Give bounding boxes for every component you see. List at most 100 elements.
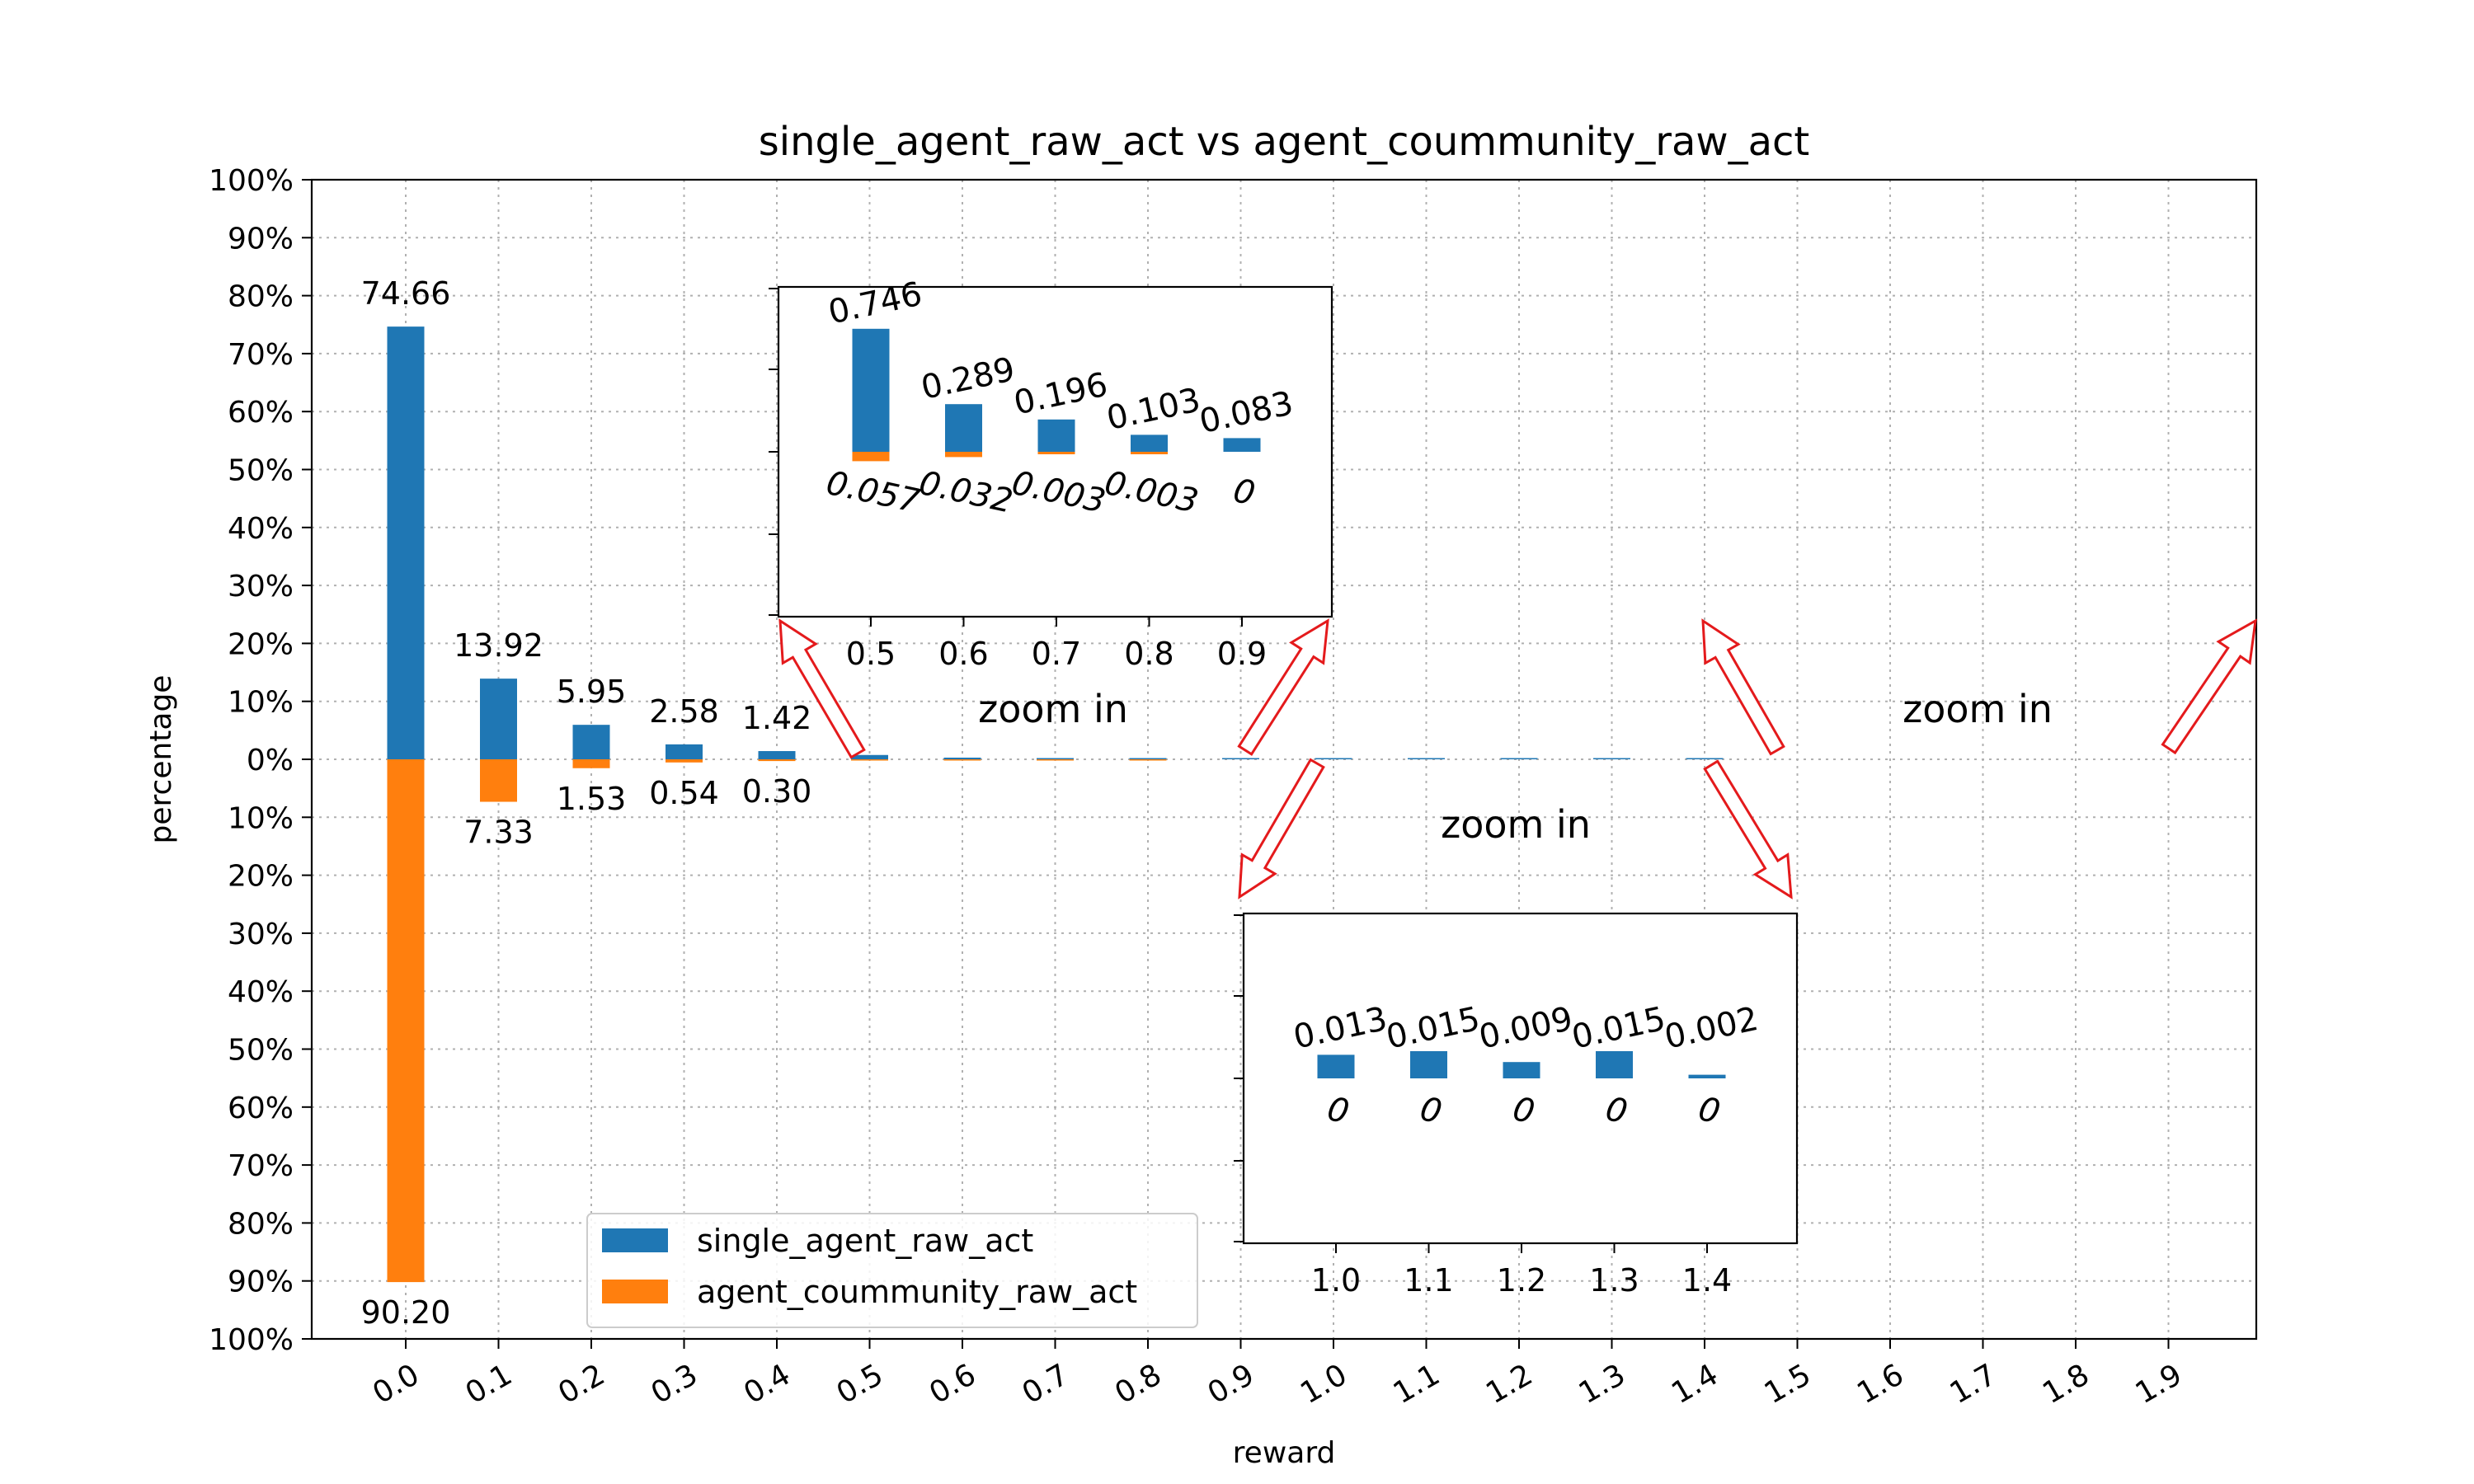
inset-bar-community-0.8 — [1131, 452, 1168, 454]
legend: single_agent_raw_act agent_coummunity_ra… — [586, 1213, 1198, 1328]
inset-bar-single-0.9 — [1223, 438, 1261, 452]
y-tick-label: 40% — [228, 975, 294, 1009]
bar-single-0.0 — [387, 326, 425, 759]
inset-bar-single-1.4 — [1688, 1074, 1726, 1078]
bar-label-community: 0.54 — [649, 775, 719, 811]
chart-title: single_agent_raw_act vs agent_coummunity… — [759, 119, 1810, 165]
bar-community-0.4 — [758, 759, 796, 762]
bar-single-1.3 — [1593, 758, 1630, 759]
insets: 0.50.7460.0570.60.2890.0320.70.1960.0030… — [769, 275, 1799, 1298]
inset-bar-community-0.7 — [1037, 452, 1075, 454]
bar-community-0.5 — [851, 759, 888, 761]
bar-single-0.8 — [1129, 758, 1167, 759]
bar-label-single: 74.66 — [361, 275, 451, 312]
inset-bar-single-0.8 — [1131, 434, 1168, 452]
zoom-arrow — [1701, 618, 1785, 756]
legend-label-single: single_agent_raw_act — [697, 1223, 1033, 1259]
y-axis: 100% 90% 80% 70% 60% 50% 40% 30% 20% 10% 0% 10% 20% 3… — [209, 164, 312, 1357]
bar-label-community: 1.53 — [557, 781, 627, 817]
bar-single-0.5 — [851, 754, 888, 759]
y-tick-label: 60% — [228, 396, 294, 430]
x-tick-label: 1.2 — [1480, 1358, 1538, 1411]
y-tick-label: 90% — [228, 1266, 294, 1299]
inset-x-tick-label: 0.8 — [1124, 636, 1174, 672]
inset-x-tick-label: 1.2 — [1497, 1262, 1546, 1298]
x-tick-label: 1.6 — [1851, 1358, 1909, 1411]
x-tick-label: 1.0 — [1295, 1358, 1352, 1411]
bar-single-0.6 — [943, 757, 981, 759]
zoom-annotation-3: zoom in — [1903, 687, 2053, 731]
y-tick-label: 0% — [247, 744, 294, 777]
x-tick-label: 0.7 — [1017, 1358, 1075, 1411]
x-tick-label: 1.3 — [1573, 1358, 1631, 1411]
inset-x-tick-label: 0.9 — [1217, 636, 1267, 672]
x-tick-label: 1.4 — [1666, 1358, 1724, 1411]
y-tick-label: 50% — [228, 1034, 294, 1068]
bar-label-single: 5.95 — [557, 674, 627, 710]
inset-1: 0.50.7460.0570.60.2890.0320.70.1960.0030… — [769, 275, 1333, 672]
zoom-arrow — [1238, 758, 1325, 899]
y-tick-label: 20% — [228, 627, 294, 661]
x-tick-label: 0.9 — [1202, 1358, 1260, 1411]
x-tick-label: 0.1 — [460, 1358, 518, 1411]
x-tick-label: 0.4 — [738, 1358, 796, 1411]
bar-single-0.3 — [666, 744, 703, 759]
y-tick-label: 80% — [228, 280, 294, 314]
bar-single-0.1 — [480, 679, 517, 759]
y-tick-label: 100% — [209, 1323, 294, 1357]
x-axis-label: reward — [1233, 1436, 1336, 1470]
inset-2: 1.00.01301.10.01501.20.00901.30.01501.40… — [1234, 912, 1799, 1298]
x-tick-label: 0.0 — [367, 1358, 425, 1411]
inset-x-tick-label: 1.4 — [1682, 1262, 1732, 1298]
zoom-arrow — [2161, 618, 2257, 755]
y-tick-label: 10% — [228, 686, 294, 720]
y-tick-label: 10% — [228, 801, 294, 835]
x-tick-label: 0.8 — [1109, 1358, 1167, 1411]
zoom-arrow — [1237, 618, 1329, 756]
x-tick-label: 1.5 — [1759, 1358, 1817, 1411]
legend-swatch-single — [602, 1228, 668, 1252]
y-tick-label: 100% — [209, 164, 294, 198]
bar-community-0.0 — [387, 759, 425, 1283]
x-tick-label: 0.5 — [831, 1358, 889, 1411]
bar-label-single: 1.42 — [742, 700, 812, 736]
zoom-arrow — [1703, 759, 1793, 899]
x-tick-label: 1.7 — [1945, 1358, 2002, 1411]
legend-swatch-community — [602, 1280, 668, 1303]
bar-single-1.4 — [1686, 758, 1724, 759]
bar-community-0.2 — [572, 759, 610, 768]
bars — [387, 326, 1724, 1283]
bar-community-0.3 — [666, 759, 703, 763]
bar-community-0.6 — [943, 759, 981, 761]
inset-bar-community-0.6 — [945, 452, 982, 458]
inset-x-tick-label: 1.0 — [1311, 1262, 1361, 1298]
inset-bar-single-0.6 — [945, 404, 982, 452]
inset-bar-single-0.7 — [1037, 419, 1075, 452]
bar-labels: 74.66 13.92 5.95 2.58 1.42 90.20 7.33 1.53 0.54 0… — [361, 275, 812, 1331]
bar-single-1.1 — [1408, 758, 1445, 759]
inset-x-tick-label: 0.6 — [938, 636, 988, 672]
bar-single-0.2 — [572, 725, 610, 759]
zoom-annotation-2: zoom in — [1441, 802, 1591, 847]
y-tick-label: 50% — [228, 454, 294, 488]
legend-frame — [586, 1213, 1198, 1328]
legend-label-community: agent_coummunity_raw_act — [697, 1274, 1137, 1310]
zoom-arrow — [778, 618, 866, 759]
y-tick-label: 90% — [228, 222, 294, 256]
x-tick-label: 0.2 — [553, 1358, 610, 1411]
y-tick-label: 30% — [228, 570, 294, 603]
inset-bar-single-1.2 — [1503, 1062, 1540, 1078]
inset-bar-single-0.5 — [852, 328, 890, 452]
y-tick-label: 70% — [228, 338, 294, 372]
inset-bar-single-1.1 — [1410, 1051, 1447, 1078]
x-tick-label: 1.1 — [1388, 1358, 1446, 1411]
bar-label-single: 2.58 — [649, 693, 719, 730]
y-tick-label: 60% — [228, 1092, 294, 1125]
bar-single-0.7 — [1037, 758, 1074, 759]
y-axis-label: percentage — [144, 675, 178, 844]
bar-single-0.9 — [1222, 758, 1259, 759]
inset-bar-single-1.3 — [1596, 1051, 1633, 1078]
zoom-arrows — [778, 618, 2257, 899]
inset-x-tick-label: 0.7 — [1032, 636, 1081, 672]
